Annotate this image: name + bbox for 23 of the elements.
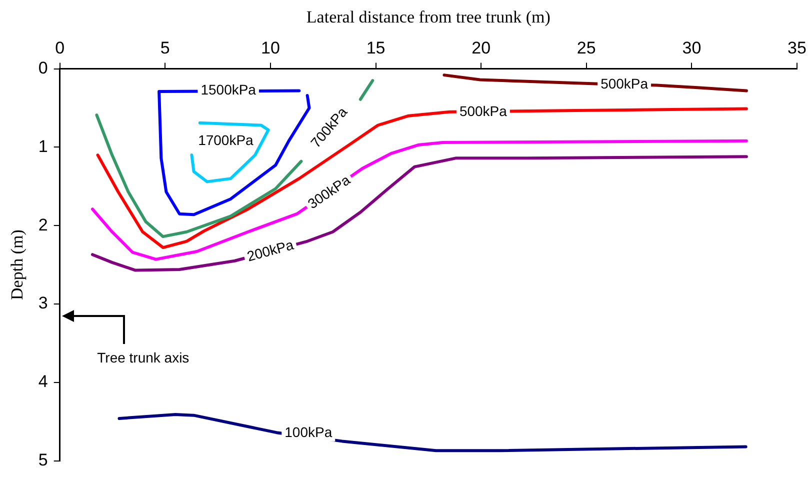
annotation: 100kPa <box>284 424 332 440</box>
x-tick-label: 30 <box>682 38 702 58</box>
annotation: 200kPa <box>245 236 296 264</box>
y-tick-label: 1 <box>38 136 48 156</box>
annotation: 500kPa <box>459 102 508 119</box>
x-tick-label: 35 <box>788 38 806 58</box>
annotation: Tree trunk axis <box>97 350 190 366</box>
annotation: 1700kPa <box>198 132 254 148</box>
x-tick-label: 20 <box>472 38 491 58</box>
x-tick-label: 25 <box>576 38 596 58</box>
annotation: 500kPa <box>600 75 648 92</box>
y-tick-label: 2 <box>38 215 48 234</box>
y-tick-label: 0 <box>38 58 48 78</box>
x-tick-label: 0 <box>55 38 65 58</box>
y-axis-title: Depth (m) <box>8 230 27 300</box>
y-tick-label: 3 <box>38 294 48 313</box>
x-tick-label: 5 <box>160 38 170 58</box>
x-axis-title: Lateral distance from tree trunk (m) <box>306 8 550 27</box>
annotation: 1500kPa <box>200 82 256 98</box>
x-tick-label: 15 <box>366 38 386 58</box>
x-tick-label: 10 <box>261 38 280 58</box>
y-tick-label: 4 <box>38 372 48 392</box>
y-tick-label: 5 <box>38 450 48 470</box>
